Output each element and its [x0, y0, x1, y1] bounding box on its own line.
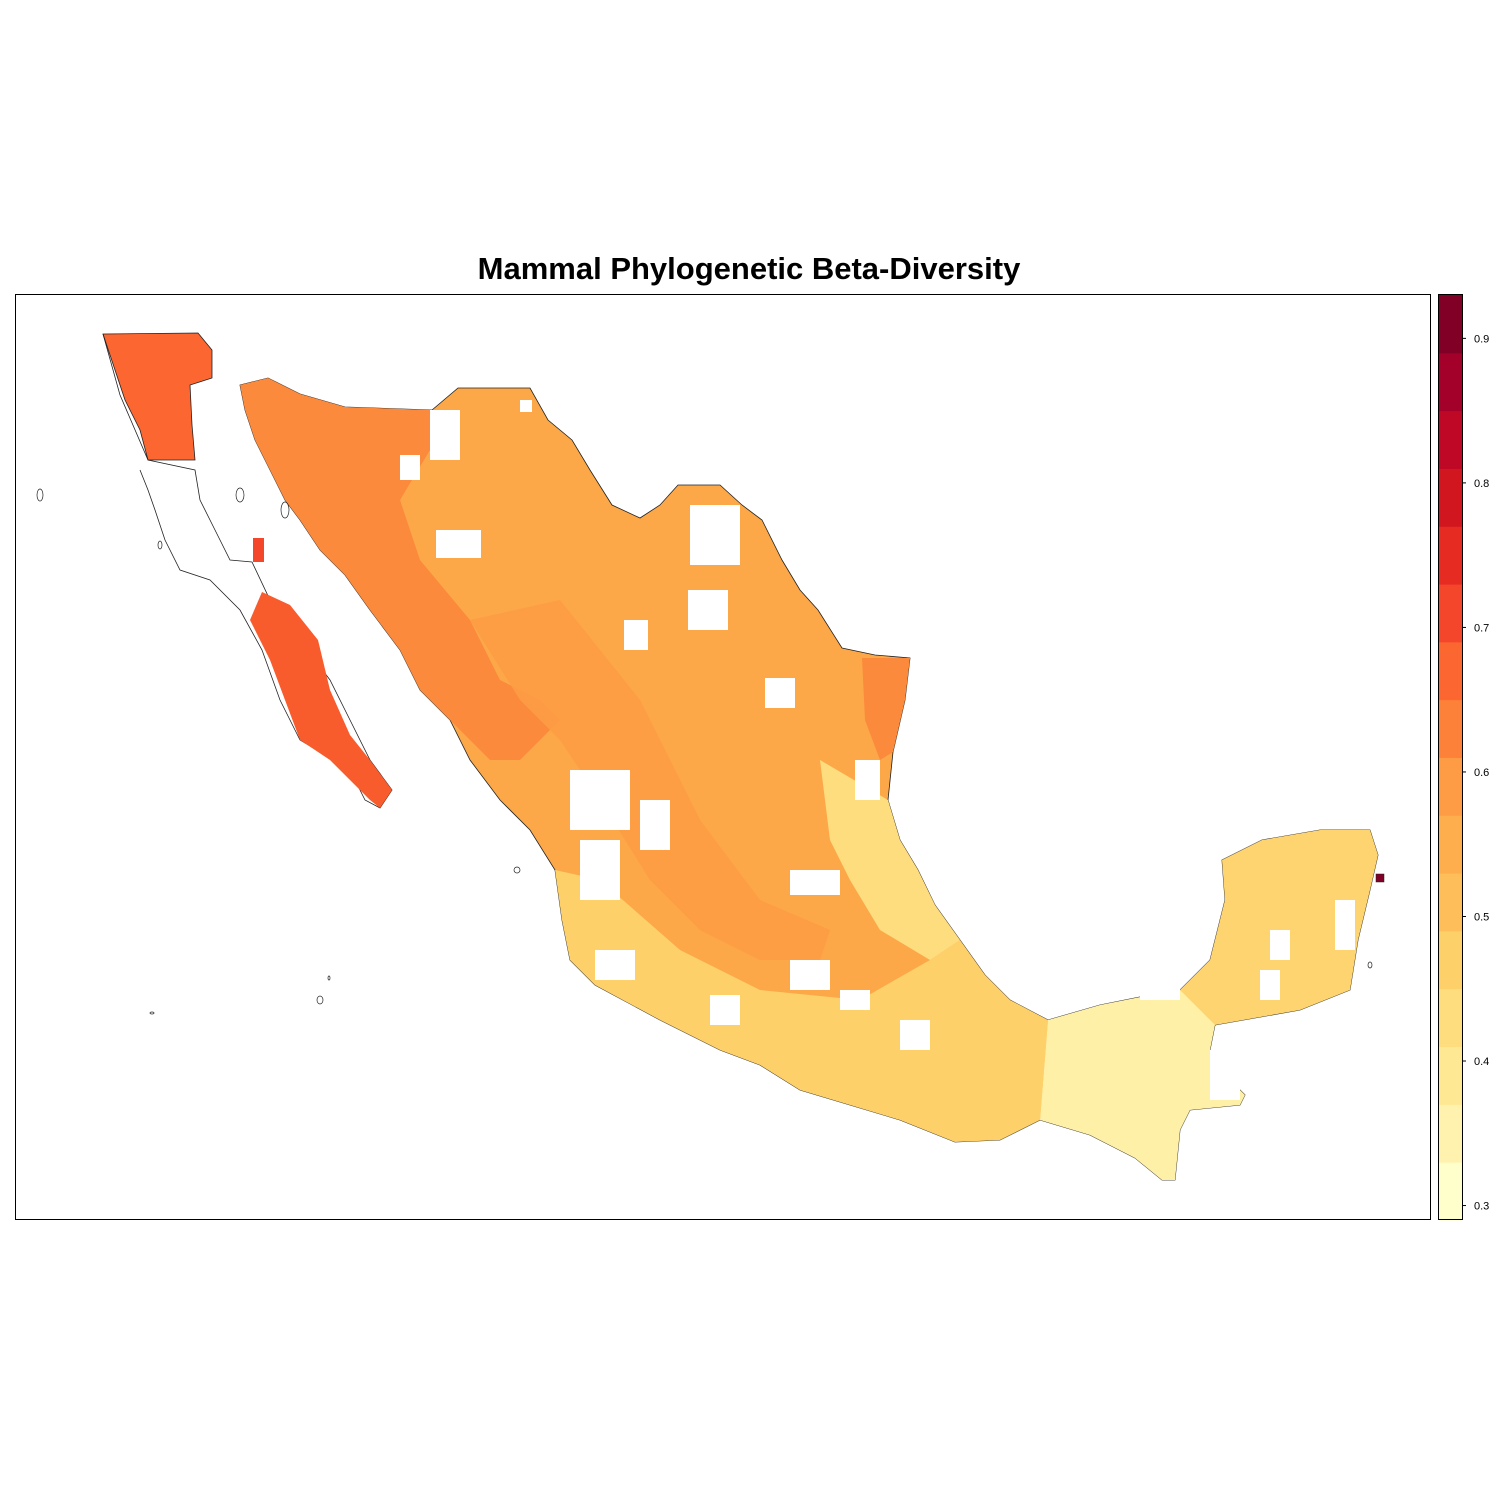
- color-key-swatch: [1439, 526, 1462, 585]
- map-layer: [36, 332, 1385, 1181]
- region-cozumel: [1375, 873, 1385, 883]
- color-key-ticks: 0.3 0.4 0.5 0.6 0.7 0.8 0.9: [1462, 333, 1489, 1213]
- color-key: 0.3 0.4 0.5 0.6 0.7 0.8 0.9: [1438, 294, 1489, 1221]
- no-data-patches: [400, 400, 1355, 1100]
- color-key-swatch: [1439, 641, 1462, 701]
- region-tabasco-chiapas: [1040, 990, 1245, 1180]
- color-key-swatch: [1439, 873, 1462, 932]
- color-key-swatch: [1439, 757, 1462, 816]
- region-baja-strip: [253, 538, 264, 562]
- region-baja-norte: [102, 332, 213, 461]
- color-key-swatch: [1439, 699, 1462, 758]
- color-key-swatch: [1439, 295, 1462, 354]
- islands: [36, 487, 1373, 1015]
- color-key-swatch: [1439, 930, 1462, 990]
- region-baja-sur: [250, 592, 392, 808]
- region-sonora-chihuahua: [240, 378, 560, 760]
- color-key-tick-label: 0.9: [1474, 333, 1489, 345]
- color-key-swatch: [1439, 1046, 1462, 1105]
- map-title: Mammal Phylogenetic Beta-Diversity: [478, 251, 1021, 286]
- color-key-swatch: [1439, 468, 1462, 527]
- color-key-tick-label: 0.8: [1474, 478, 1489, 490]
- color-key-swatch: [1439, 1162, 1462, 1221]
- color-key-swatches: [1439, 295, 1462, 1221]
- region-yucatan: [1180, 830, 1378, 1025]
- color-key-frame: [1438, 294, 1463, 1220]
- color-key-swatch: [1439, 988, 1462, 1048]
- color-key-swatch: [1439, 815, 1462, 874]
- color-key-tick-label: 0.6: [1474, 767, 1489, 779]
- region-pacific-south: [555, 870, 1048, 1142]
- color-key-tick-label: 0.7: [1474, 622, 1489, 634]
- region-tamaulipas: [862, 658, 910, 760]
- color-key-tick-label: 0.3: [1474, 1201, 1489, 1213]
- color-key-tick-label: 0.5: [1474, 911, 1489, 923]
- region-sierra-band: [470, 600, 830, 960]
- color-key-swatch: [1439, 584, 1462, 643]
- color-key-swatch: [1439, 1104, 1462, 1163]
- region-gulf-coast: [820, 760, 960, 960]
- color-key-tick-label: 0.4: [1474, 1056, 1489, 1068]
- color-key-swatch: [1439, 410, 1462, 469]
- color-key-swatch: [1439, 352, 1462, 412]
